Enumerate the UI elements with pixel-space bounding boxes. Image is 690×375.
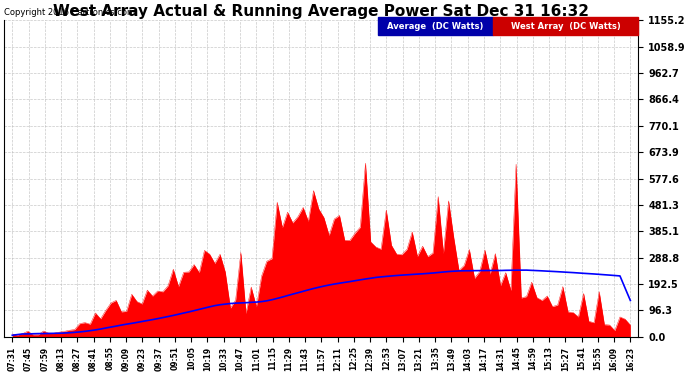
Text: Average  (DC Watts): Average (DC Watts) <box>387 21 484 30</box>
FancyBboxPatch shape <box>493 17 638 34</box>
Text: West Array  (DC Watts): West Array (DC Watts) <box>511 21 620 30</box>
Text: Copyright 2016 Cartronics.com: Copyright 2016 Cartronics.com <box>4 8 135 17</box>
FancyBboxPatch shape <box>378 17 493 34</box>
Title: West Array Actual & Running Average Power Sat Dec 31 16:32: West Array Actual & Running Average Powe… <box>53 4 589 19</box>
